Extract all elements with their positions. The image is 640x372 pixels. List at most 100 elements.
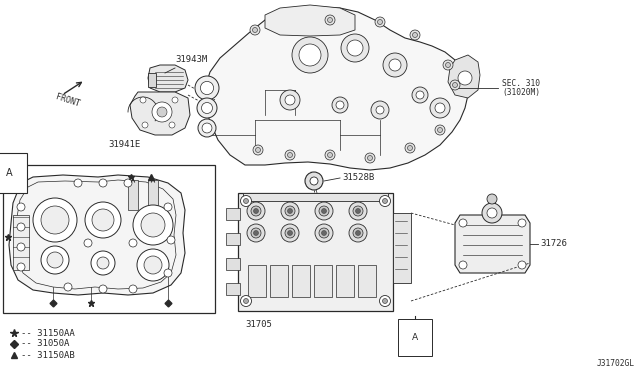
Circle shape: [299, 44, 321, 66]
Text: A: A: [412, 333, 418, 342]
Bar: [128, 180, 138, 210]
Circle shape: [33, 198, 77, 242]
Circle shape: [408, 145, 413, 151]
Circle shape: [74, 179, 82, 187]
Circle shape: [459, 219, 467, 227]
Circle shape: [253, 145, 263, 155]
Text: -- 31150AA: -- 31150AA: [21, 328, 75, 337]
Circle shape: [325, 15, 335, 25]
Circle shape: [157, 107, 167, 117]
Circle shape: [365, 153, 375, 163]
Circle shape: [430, 98, 450, 118]
Circle shape: [435, 103, 445, 113]
Text: SEC. 310: SEC. 310: [502, 80, 540, 89]
Circle shape: [310, 177, 318, 185]
Circle shape: [142, 122, 148, 128]
Polygon shape: [130, 92, 190, 135]
Circle shape: [315, 224, 333, 242]
Circle shape: [518, 261, 526, 269]
Bar: [226, 208, 240, 220]
Circle shape: [202, 123, 212, 133]
Circle shape: [195, 76, 219, 100]
Circle shape: [84, 239, 92, 247]
Circle shape: [287, 153, 292, 157]
Circle shape: [315, 202, 333, 220]
Circle shape: [99, 179, 107, 187]
Text: 31528B: 31528B: [342, 173, 374, 182]
Circle shape: [319, 228, 329, 238]
Bar: [243, 193, 388, 201]
Circle shape: [92, 209, 114, 231]
Text: FRONT: FRONT: [55, 92, 81, 108]
Circle shape: [389, 59, 401, 71]
Polygon shape: [9, 175, 185, 295]
Circle shape: [241, 295, 252, 307]
Circle shape: [129, 239, 137, 247]
Text: (31020M): (31020M): [502, 89, 540, 97]
Circle shape: [137, 249, 169, 281]
Polygon shape: [448, 55, 480, 98]
Circle shape: [416, 91, 424, 99]
Circle shape: [371, 101, 389, 119]
Circle shape: [383, 298, 387, 304]
Circle shape: [247, 224, 265, 242]
Bar: [3, 165, 215, 313]
Circle shape: [321, 208, 326, 214]
Circle shape: [141, 213, 165, 237]
Bar: [13, 215, 29, 270]
Circle shape: [328, 153, 333, 157]
Circle shape: [349, 202, 367, 220]
Circle shape: [17, 263, 25, 271]
Circle shape: [281, 202, 299, 220]
Circle shape: [287, 208, 292, 214]
Circle shape: [243, 298, 248, 304]
Circle shape: [452, 83, 458, 87]
Bar: [226, 258, 240, 270]
Circle shape: [412, 87, 428, 103]
Circle shape: [355, 208, 360, 214]
Bar: [148, 180, 158, 210]
Circle shape: [253, 231, 259, 235]
Polygon shape: [265, 5, 355, 36]
Circle shape: [169, 122, 175, 128]
Circle shape: [144, 256, 162, 274]
Circle shape: [341, 34, 369, 62]
Circle shape: [438, 128, 442, 132]
Circle shape: [133, 205, 173, 245]
Polygon shape: [205, 7, 468, 170]
Bar: [148, 73, 156, 87]
Circle shape: [97, 257, 109, 269]
Bar: [358, 265, 376, 297]
Circle shape: [200, 81, 214, 94]
Circle shape: [164, 269, 172, 277]
Circle shape: [482, 203, 502, 223]
Circle shape: [255, 148, 260, 153]
Circle shape: [328, 17, 333, 22]
Bar: [238, 193, 393, 311]
Circle shape: [164, 203, 172, 211]
Circle shape: [285, 95, 295, 105]
Circle shape: [518, 219, 526, 227]
Circle shape: [445, 62, 451, 67]
Circle shape: [450, 80, 460, 90]
Circle shape: [64, 283, 72, 291]
Circle shape: [383, 53, 407, 77]
Circle shape: [247, 202, 265, 220]
Text: 31705: 31705: [245, 320, 272, 329]
Circle shape: [285, 206, 295, 216]
Circle shape: [487, 208, 497, 218]
Text: -- 31150AB: -- 31150AB: [21, 350, 75, 359]
Circle shape: [305, 172, 323, 190]
Bar: [248, 265, 266, 297]
Circle shape: [124, 179, 132, 187]
Circle shape: [251, 228, 261, 238]
Bar: [314, 265, 332, 297]
Circle shape: [152, 102, 172, 122]
Circle shape: [319, 206, 329, 216]
Bar: [292, 265, 310, 297]
Circle shape: [292, 37, 328, 73]
Circle shape: [336, 101, 344, 109]
Circle shape: [355, 231, 360, 235]
Circle shape: [459, 261, 467, 269]
Circle shape: [383, 199, 387, 203]
